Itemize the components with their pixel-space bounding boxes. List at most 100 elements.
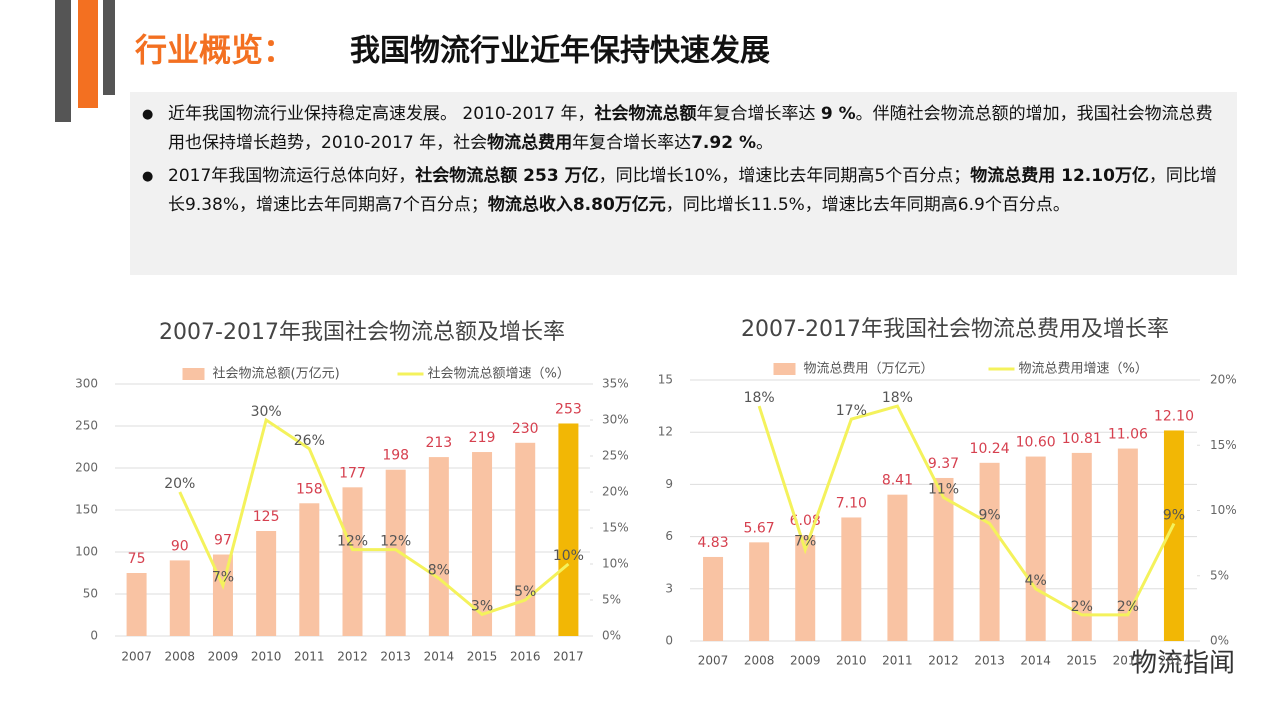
- line-label: 2%: [1071, 599, 1093, 615]
- legend-label: 社会物流总额(万亿元): [213, 366, 340, 382]
- legend-swatch: [773, 363, 796, 375]
- x-tick-label: 2007: [698, 654, 729, 668]
- bar-label: 9.37: [928, 456, 959, 472]
- chart-title: 2007-2017年我国社会物流总额及增长率: [159, 320, 565, 345]
- line-label: 7%: [794, 534, 816, 550]
- bar-label: 90: [171, 538, 189, 554]
- y2-tick-label: 10%: [1210, 503, 1237, 517]
- bar-label: 75: [128, 551, 146, 567]
- deco-bar: [78, 0, 98, 108]
- bullet-text: 物流总费用: [487, 133, 573, 153]
- x-tick-label: 2014: [424, 650, 455, 664]
- y2-tick-label: 15%: [602, 521, 629, 535]
- line-label: 5%: [514, 584, 536, 600]
- y2-tick-label: 25%: [602, 449, 629, 463]
- x-tick-label: 2016: [510, 650, 541, 664]
- bar: [749, 542, 770, 641]
- bullet: 近年我国物流行业保持稳定高速发展。 2010-2017 年，社会物流总额年复合增…: [142, 100, 1217, 158]
- bar: [212, 554, 233, 636]
- bar: [1071, 452, 1092, 641]
- bar: [703, 556, 724, 641]
- bullet-text: 物流总费用 12.10万亿: [970, 166, 1149, 186]
- bullet-text: 近年我国物流行业保持稳定高速发展。 2010-2017 年，: [168, 104, 595, 124]
- bullet-text: 2017年我国物流运行总体向好，: [168, 166, 416, 186]
- y-tick-label: 250: [75, 419, 98, 433]
- bullet-text: 物流总收入8.80万亿元: [487, 195, 666, 215]
- x-tick-label: 2008: [164, 650, 195, 664]
- y-tick-label: 15: [658, 373, 673, 387]
- x-tick-label: 2011: [294, 650, 325, 664]
- x-tick-label: 2016: [1113, 654, 1144, 668]
- bar-label: 10.60: [1016, 435, 1056, 451]
- bar: [472, 452, 493, 636]
- x-tick-label: 2011: [882, 654, 913, 668]
- line-label: 9%: [1163, 508, 1185, 524]
- bar: [428, 457, 449, 636]
- legend-label: 社会物流总额增速（%）: [428, 366, 570, 382]
- legend-label: 物流总费用增速（%）: [1019, 362, 1148, 377]
- bullet-text: 年复合增长率达: [572, 133, 692, 153]
- bar-label: 10.81: [1062, 431, 1102, 447]
- legend-label: 物流总费用（万亿元）: [804, 362, 934, 377]
- bar-label: 12.10: [1154, 408, 1194, 424]
- line-label: 17%: [836, 403, 867, 419]
- line-label: 4%: [1025, 573, 1047, 589]
- bar-label: 198: [382, 448, 409, 464]
- bullet-text: 7.92 %: [691, 133, 756, 153]
- bullet-text: 年复合增长率达: [696, 104, 821, 124]
- line-label: 12%: [380, 534, 411, 550]
- y2-tick-label: 5%: [1210, 568, 1229, 582]
- chart-title: 2007-2017年我国社会物流总费用及增长率: [741, 317, 1169, 342]
- x-tick-label: 2015: [1066, 654, 1097, 668]
- bar-label: 5.67: [744, 520, 775, 536]
- bar: [1163, 430, 1184, 641]
- bullet-text: 。伴随社会物流总额的增加，我国社会物流总费用也保持增长趋势，2010-2017 …: [168, 104, 1213, 153]
- line-label: 7%: [212, 570, 234, 586]
- line-label: 2%: [1117, 599, 1139, 615]
- footer: 物流指闻: [1131, 649, 1235, 679]
- y-tick-label: 0: [665, 634, 673, 648]
- title: 我国物流行业近年保持快速发展: [350, 34, 770, 69]
- bar: [841, 517, 862, 641]
- bar-label: 10.24: [970, 441, 1010, 457]
- x-tick-label: 2009: [790, 654, 821, 668]
- bar-label: 125: [253, 509, 280, 525]
- deco-bar: [103, 0, 115, 95]
- y-tick-label: 3: [665, 581, 673, 595]
- x-tick-label: 2010: [251, 650, 282, 664]
- bar: [169, 560, 190, 636]
- bar: [558, 423, 579, 636]
- y2-tick-label: 5%: [602, 593, 621, 607]
- line-label: 18%: [882, 390, 913, 406]
- bullet-text: 社会物流总额 253 万亿: [415, 166, 599, 186]
- bar: [887, 494, 908, 641]
- bar-label: 177: [339, 465, 366, 481]
- x-tick-label: 2013: [974, 654, 1005, 668]
- bar: [1025, 456, 1046, 641]
- x-tick-label: 2008: [744, 654, 775, 668]
- x-tick-label: 2010: [836, 654, 867, 668]
- line-label: 8%: [428, 562, 450, 578]
- bar: [256, 531, 277, 636]
- y2-tick-label: 15%: [1210, 438, 1237, 452]
- bar: [385, 469, 406, 636]
- y-tick-label: 300: [75, 377, 98, 391]
- line-label: 3%: [471, 598, 493, 614]
- bullet-text: ，同比增长11.5%，增速比去年同期高6.9个百分点。: [665, 195, 1070, 215]
- bar-label: 230: [512, 421, 539, 437]
- bar-label: 219: [469, 430, 496, 446]
- bullet-text: ，同比增长10%，增速比去年同期高5个百分点；: [598, 166, 971, 186]
- bar-label: 158: [296, 481, 323, 497]
- bullet: 2017年我国物流运行总体向好，社会物流总额 253 万亿，同比增长10%，增速…: [142, 162, 1217, 220]
- x-tick-label: 2012: [337, 650, 368, 664]
- line: [178, 417, 570, 617]
- y-tick-label: 50: [83, 587, 98, 601]
- bar: [795, 535, 816, 641]
- y-tick-label: 6: [665, 529, 673, 543]
- bullet-text: 社会物流总额: [594, 104, 697, 124]
- bar-label: 4.83: [697, 535, 728, 551]
- x-tick-label: 2007: [121, 650, 152, 664]
- x-tick-label: 2013: [380, 650, 411, 664]
- x-tick-label: 2012: [928, 654, 959, 668]
